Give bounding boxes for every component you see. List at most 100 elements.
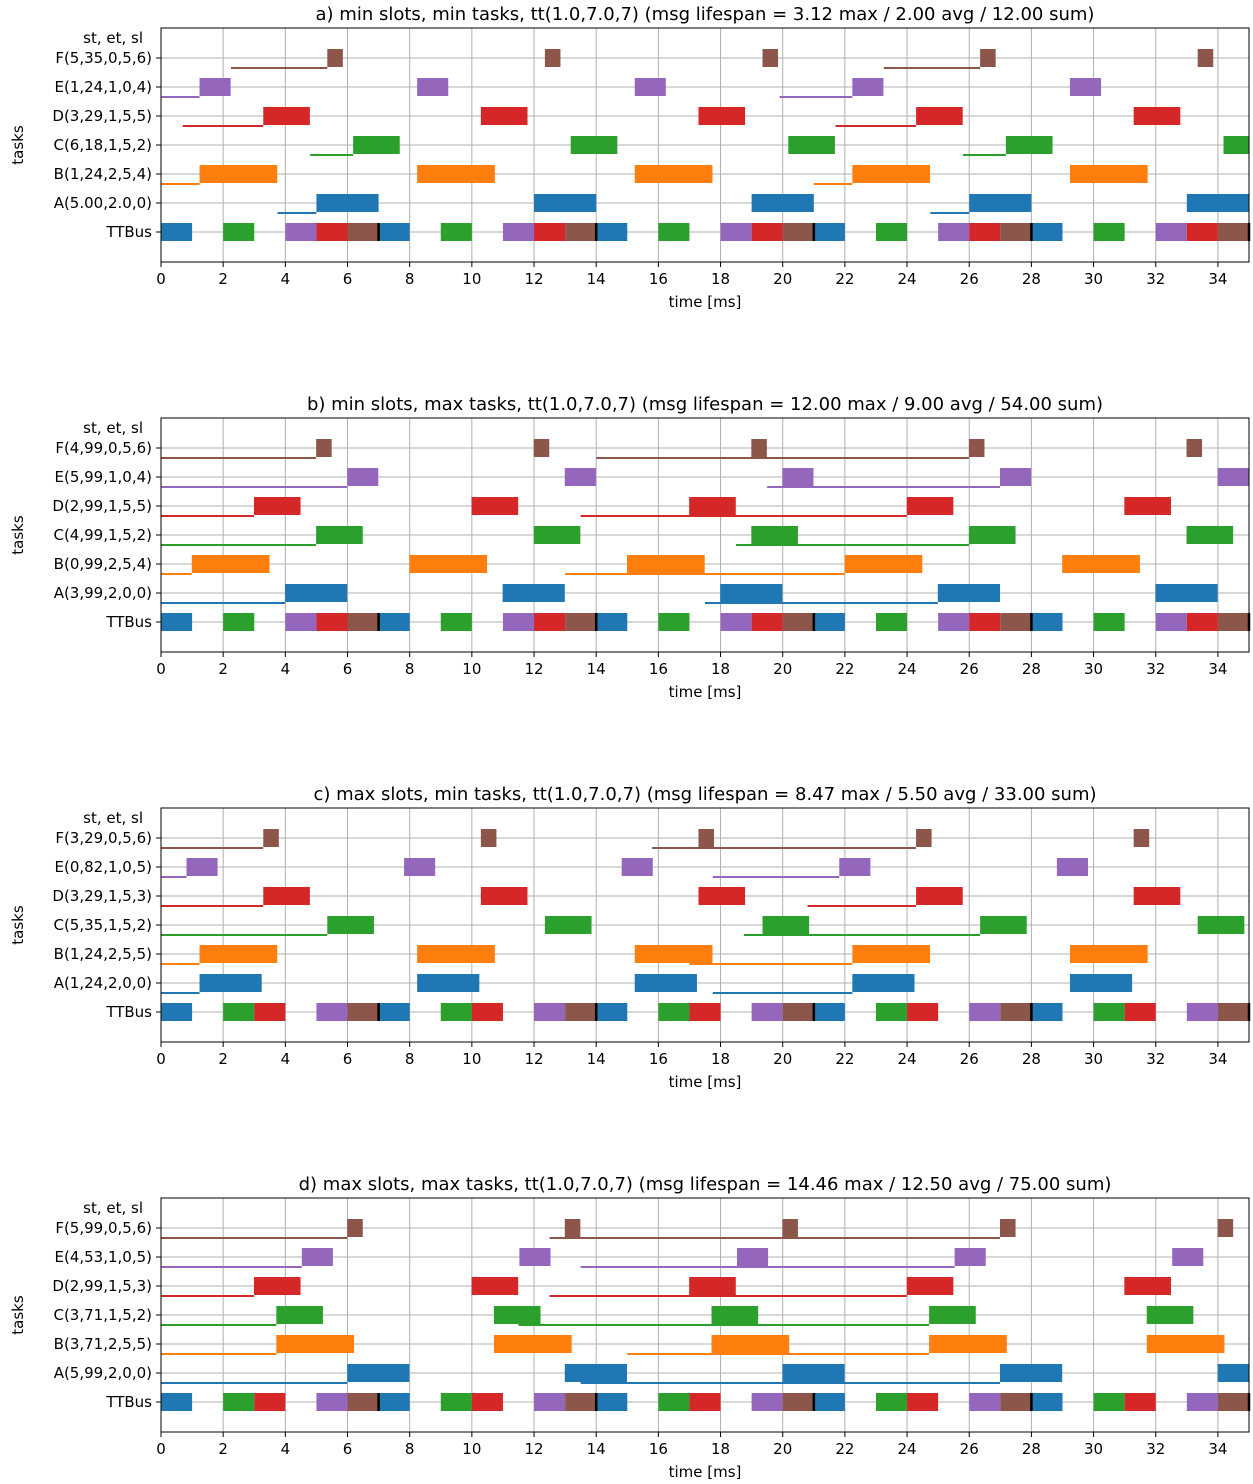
x-tick-label: 30	[1084, 660, 1103, 678]
y-tick-label: D(3,29,1,5,5)	[52, 107, 152, 125]
bus-slot-A	[1031, 613, 1063, 631]
task-bar-F	[1197, 49, 1214, 67]
y-tick-label: C(3,71,1,5,2)	[53, 1306, 152, 1324]
bus-slot-E	[1186, 1393, 1218, 1411]
bus-slot-A	[1031, 1003, 1063, 1021]
bus-slot-C	[440, 613, 472, 631]
x-tick-label: 22	[835, 660, 854, 678]
bus-slot-C	[223, 223, 255, 241]
task-bar-D	[480, 887, 528, 905]
x-tick-label: 14	[587, 270, 606, 288]
task-bar-E	[564, 468, 596, 486]
task-bar-D	[263, 107, 310, 125]
x-tick-label: 20	[773, 270, 792, 288]
x-tick-label: 10	[462, 1050, 481, 1068]
chart-panel-d: d) max slots, max tasks, tt(1.0,7.0,7) (…	[9, 1174, 1251, 1481]
y-tick-label: D(3,29,1,5,3)	[52, 887, 152, 905]
task-bar-D	[906, 1277, 954, 1295]
task-bar-D	[253, 1277, 301, 1295]
bus-slot-F	[565, 223, 597, 241]
task-bar-B	[929, 1335, 1007, 1353]
x-tick-label: 4	[281, 1440, 291, 1458]
x-tick-label: 12	[524, 270, 543, 288]
task-bar-E	[852, 78, 884, 96]
x-tick-label: 16	[649, 1440, 668, 1458]
y-tick-label: TTBus	[105, 613, 152, 631]
bus-slot-D	[254, 1003, 286, 1021]
x-tick-label: 18	[711, 1050, 730, 1068]
task-bar-D	[906, 497, 954, 515]
task-bar-E	[347, 468, 379, 486]
bus-slot-D	[689, 1003, 721, 1021]
bus-slot-A	[161, 613, 193, 631]
x-tick-label: 32	[1146, 1050, 1165, 1068]
bus-slot-A	[596, 1003, 628, 1021]
x-tick-label: 22	[835, 1050, 854, 1068]
task-bar-F	[263, 829, 279, 847]
task-bar-A	[1069, 974, 1133, 992]
bus-slot-E	[751, 1393, 783, 1411]
x-tick-label: 8	[405, 1050, 415, 1068]
y-tick-label: B(0,99,2,5,4)	[54, 555, 152, 573]
task-bar-D	[471, 497, 519, 515]
bus-slot-D	[534, 613, 566, 631]
bus-slot-C	[1093, 1003, 1125, 1021]
task-bar-D	[689, 497, 736, 515]
task-bar-C	[1146, 1306, 1194, 1324]
task-bar-F	[1217, 1219, 1234, 1237]
bus-slot-D	[316, 223, 348, 241]
bus-slot-C	[1093, 1393, 1125, 1411]
bus-slot-D	[534, 223, 566, 241]
x-tick-label: 16	[649, 1050, 668, 1068]
task-bar-B	[1062, 555, 1140, 573]
x-tick-label: 30	[1084, 270, 1103, 288]
chart-title: a) min slots, min tasks, tt(1.0,7.0,7) (…	[316, 4, 1095, 25]
x-tick-label: 4	[281, 660, 291, 678]
bus-slot-A	[1031, 1393, 1063, 1411]
x-tick-label: 6	[343, 270, 353, 288]
task-bar-C	[493, 1306, 541, 1324]
bus-slot-C	[223, 613, 255, 631]
task-bar-C	[1197, 916, 1245, 934]
x-tick-label: 10	[462, 1440, 481, 1458]
x-axis-label: time [ms]	[669, 683, 742, 701]
x-tick-label: 0	[156, 660, 166, 678]
x-tick-label: 20	[773, 1440, 792, 1458]
task-bar-B	[852, 945, 931, 963]
bus-slot-A	[596, 1393, 628, 1411]
task-bar-B	[199, 165, 278, 183]
task-bar-C	[276, 1306, 323, 1324]
task-bar-C	[533, 526, 581, 544]
chart-panel-b: b) min slots, max tasks, tt(1.0,7.0,7) (…	[9, 394, 1251, 701]
y-tick-label: E(0,82,1,0,5)	[54, 858, 152, 876]
bus-slot-C	[658, 1003, 690, 1021]
task-bar-E	[782, 468, 814, 486]
x-tick-label: 28	[1022, 660, 1041, 678]
bus-slot-E	[502, 223, 535, 241]
bus-slot-D	[751, 613, 783, 631]
y-axis-label: tasks	[9, 1295, 27, 1335]
x-tick-label: 6	[343, 1050, 353, 1068]
bus-slot-A	[378, 223, 410, 241]
x-tick-label: 0	[156, 1440, 166, 1458]
x-tick-label: 14	[587, 1050, 606, 1068]
bus-slot-D	[1186, 223, 1218, 241]
task-bar-C	[1223, 136, 1249, 154]
chart-title: b) min slots, max tasks, tt(1.0,7.0,7) (…	[307, 394, 1103, 415]
x-tick-label: 12	[524, 1050, 543, 1068]
task-bar-E	[954, 1248, 986, 1266]
y-tick-label: A(5,99,2,0,0)	[54, 1364, 152, 1382]
x-tick-label: 30	[1084, 1440, 1103, 1458]
task-bar-C	[751, 526, 798, 544]
bus-slot-E	[1186, 1003, 1218, 1021]
bus-slot-C	[223, 1393, 255, 1411]
bus-slot-A	[813, 1003, 845, 1021]
task-bar-D	[263, 887, 310, 905]
task-bar-D	[1133, 107, 1181, 125]
x-tick-label: 34	[1208, 660, 1227, 678]
x-tick-label: 34	[1208, 1440, 1227, 1458]
bus-slot-E	[502, 613, 535, 631]
task-bar-B	[276, 1335, 355, 1353]
bus-slot-F	[347, 1393, 379, 1411]
